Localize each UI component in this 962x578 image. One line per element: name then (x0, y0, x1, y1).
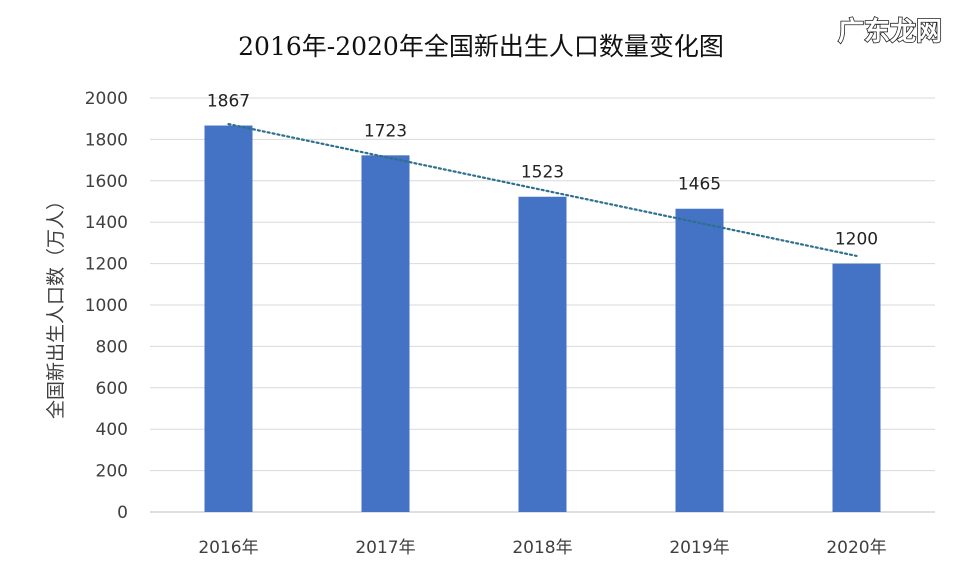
y-tick-label: 1800 (85, 130, 128, 150)
y-tick-label: 600 (96, 379, 128, 399)
bar (518, 196, 567, 512)
x-tick-label: 2019年 (669, 538, 729, 558)
y-tick-label: 200 (96, 462, 128, 482)
bar (361, 155, 410, 513)
x-tick-label: 2017年 (355, 538, 415, 558)
trendline (227, 122, 858, 257)
x-tick-label: 2020年 (826, 538, 886, 558)
x-tick-label: 2016年 (198, 538, 258, 558)
data-label: 1723 (364, 121, 407, 141)
y-tick-label: 1400 (85, 213, 128, 233)
y-tick-label: 1000 (85, 296, 128, 316)
y-tick-label: 800 (96, 337, 128, 357)
y-tick-label: 1600 (85, 172, 128, 192)
y-axis-label: 全国新出生人口数（万人） (45, 191, 67, 419)
y-tick-label: 0 (117, 503, 128, 523)
bar (675, 208, 724, 512)
y-tick-label: 400 (96, 420, 128, 440)
data-label: 1867 (207, 92, 250, 112)
chart-title: 2016年-2020年全国新出生人口数量变化图 (238, 32, 724, 61)
bar (204, 125, 253, 512)
data-label: 1523 (521, 163, 564, 183)
x-tick-label: 2018年 (512, 538, 572, 558)
watermark: 广东龙网 (838, 16, 942, 47)
y-tick-label: 1200 (85, 255, 128, 275)
y-tick-label: 2000 (85, 89, 128, 109)
data-label: 1200 (835, 230, 878, 250)
bar (832, 263, 881, 512)
data-label: 1465 (678, 175, 721, 195)
